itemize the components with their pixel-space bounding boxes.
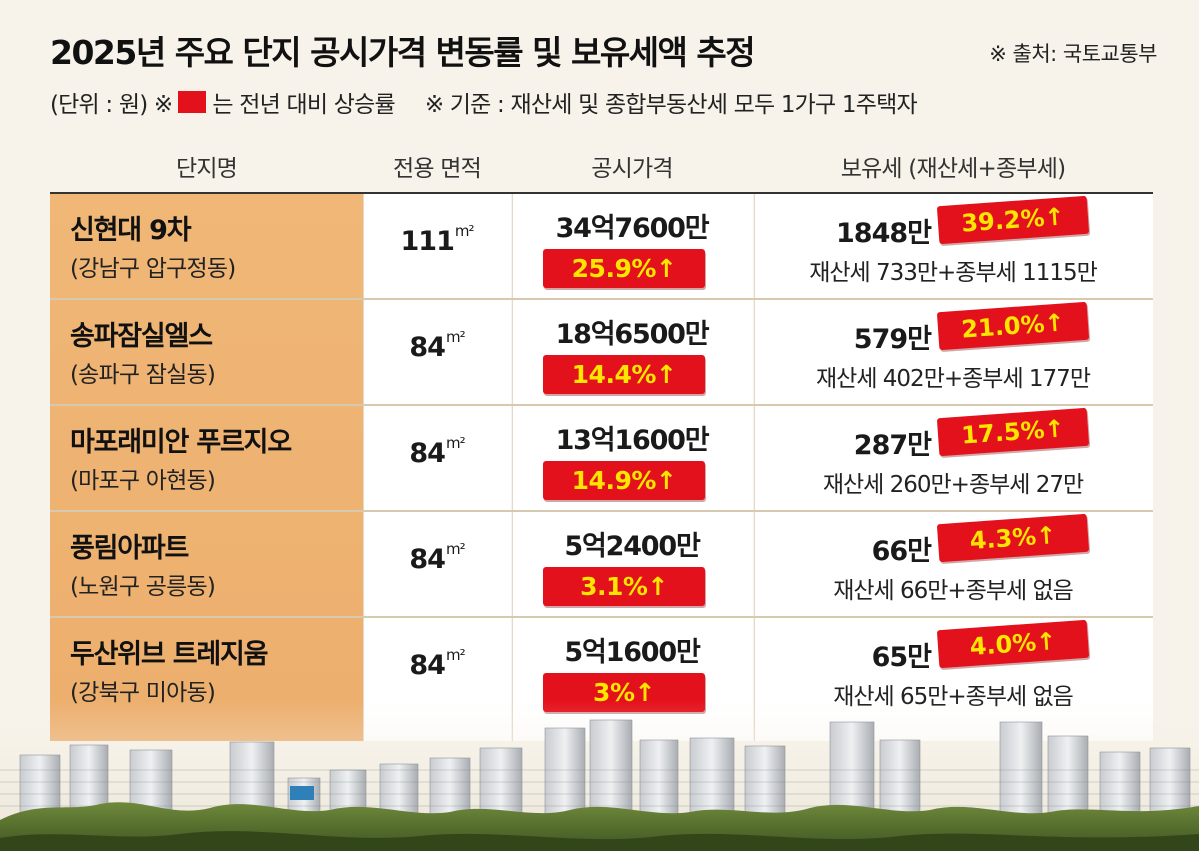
table-row: 송파잠실엘스 (송파구 잠실동) 84m² 18억6500만 14.4%↑ 579만 21.…: [50, 300, 1153, 404]
name-column-background: [50, 194, 363, 741]
table-row: 풍림아파트 (노원구 공릉동) 84m² 5억2400만 3.1%↑ 66만 4.3%↑ 재산…: [50, 512, 1153, 616]
official-price: 13억1600만: [555, 425, 710, 456]
apartment-skyline-image: [0, 700, 1199, 851]
holding-tax-amount: 287만: [853, 430, 932, 461]
complex-name: 신현대 9차: [70, 215, 192, 246]
tax-change-badge: 4.3%↑: [936, 513, 1090, 563]
header-complex-name: 단지명: [175, 156, 238, 182]
tax-breakdown: 재산세 402만+종부세 177만: [816, 366, 1091, 392]
area-value: 84: [409, 544, 446, 575]
exclusive-area: 84m²: [363, 646, 511, 681]
area-value: 84: [409, 438, 446, 469]
basis-note: ※ 기준 : 재산세 및 종합부동산세 모두 1가구 1주택자: [424, 92, 918, 118]
exclusive-area: 84m²: [363, 434, 511, 469]
row-divider: [50, 510, 1153, 512]
chart-title: 2025년 주요 단지 공시가격 변동률 및 보유세액 추정: [50, 33, 756, 72]
exclusive-area: 84m²: [363, 328, 511, 363]
price-change-badge: 14.4%↑: [543, 355, 705, 394]
unit-note: (단위 : 원) ※: [50, 92, 173, 118]
tax-change-badge: 39.2%↑: [936, 195, 1090, 245]
tax-change-badge: 21.0%↑: [936, 301, 1090, 351]
area-unit: m²: [445, 434, 466, 452]
official-price: 5억2400만: [564, 531, 700, 562]
official-price: 18억6500만: [555, 319, 710, 350]
tax-change-badge: 4.0%↑: [936, 619, 1090, 669]
area-unit: m²: [445, 328, 466, 346]
holding-tax-amount: 1848만: [836, 218, 932, 249]
price-change-badge: 25.9%↑: [543, 249, 705, 288]
tax-breakdown: 재산세 733만+종부세 1115만: [809, 260, 1098, 286]
source-note: ※ 출처: 국토교통부: [989, 42, 1157, 66]
header-official-price: 공시가격: [591, 156, 673, 182]
tax-breakdown: 재산세 66만+종부세 없음: [833, 578, 1074, 604]
legend-swatch-text: 는 전년 대비 상승률: [212, 92, 395, 118]
official-price: 5억1600만: [564, 637, 700, 668]
legend-swatch: [178, 91, 207, 113]
data-table: 신현대 9차 (강남구 압구정동) 111m² 34억7600만 25.9%↑ 1848만…: [50, 194, 1153, 741]
complex-name: 마포래미안 푸르지오: [70, 427, 292, 458]
row-divider: [50, 298, 1153, 300]
complex-name: 두산위브 트레지움: [70, 639, 269, 670]
complex-name: 송파잠실엘스: [70, 321, 213, 352]
row-divider: [50, 616, 1153, 618]
header-holding-tax: 보유세 (재산세+종부세): [840, 156, 1066, 182]
tax-change-badge: 17.5%↑: [936, 407, 1090, 457]
complex-district: (마포구 아현동): [70, 468, 216, 494]
area-unit: m²: [445, 540, 466, 558]
complex-district: (송파구 잠실동): [70, 362, 216, 388]
complex-name: 풍림아파트: [70, 533, 189, 564]
header-area: 전용 면적: [393, 156, 482, 182]
tax-breakdown: 재산세 260만+종부세 27만: [822, 472, 1084, 498]
area-unit: m²: [454, 222, 475, 240]
complex-district: (노원구 공릉동): [70, 574, 216, 600]
price-change-badge: 3.1%↑: [543, 567, 705, 606]
table-row: 신현대 9차 (강남구 압구정동) 111m² 34억7600만 25.9%↑ 1848만…: [50, 194, 1153, 298]
row-divider: [50, 404, 1153, 406]
exclusive-area: 84m²: [363, 540, 511, 575]
area-value: 84: [409, 332, 446, 363]
table-header: 단지명 전용 면적 공시가격 보유세 (재산세+종부세): [50, 140, 1153, 194]
legend: (단위 : 원) ※ 는 전년 대비 상승률 ※ 기준 : 재산세 및 종합부동…: [50, 86, 918, 118]
complex-district: (강남구 압구정동): [70, 256, 236, 282]
area-value: 111: [400, 226, 455, 257]
price-change-badge: 14.9%↑: [543, 461, 705, 500]
holding-tax-amount: 65만: [871, 642, 932, 673]
area-unit: m²: [445, 646, 466, 664]
table-row: 마포래미안 푸르지오 (마포구 아현동) 84m² 13억1600만 14.9%↑ 287…: [50, 406, 1153, 510]
holding-tax-amount: 579만: [853, 324, 932, 355]
holding-tax-amount: 66만: [871, 536, 932, 567]
exclusive-area: 111m²: [363, 222, 511, 257]
area-value: 84: [409, 650, 446, 681]
official-price: 34억7600만: [555, 213, 710, 244]
